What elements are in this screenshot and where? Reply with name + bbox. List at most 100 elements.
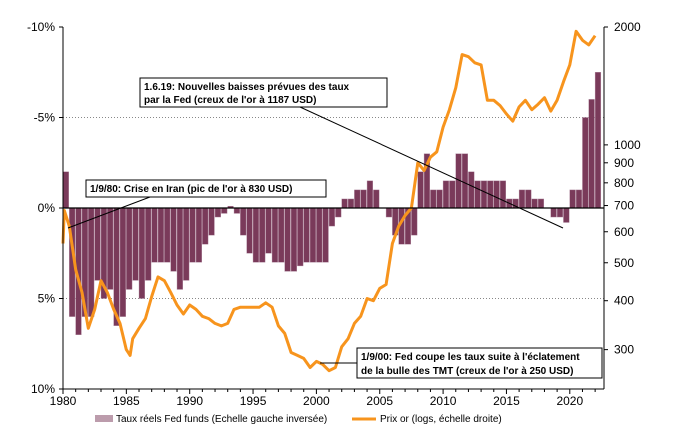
left-tick-label: 0% <box>38 201 56 215</box>
rate-bar <box>531 198 538 209</box>
rate-bar <box>322 207 329 263</box>
rate-bar <box>411 207 418 236</box>
rate-bar <box>430 189 437 209</box>
rate-bar <box>468 171 475 209</box>
rate-bar <box>518 189 526 209</box>
rate-bar <box>246 207 253 254</box>
rate-bar <box>88 207 95 317</box>
rate-bar <box>164 207 171 263</box>
annotation-1-line2: par la Fed (creux de l'or à 1187 USD) <box>144 95 316 106</box>
annotation-box-3 <box>356 347 603 379</box>
rate-bar <box>449 180 456 209</box>
x-tick-label: 2020 <box>556 394 583 408</box>
rate-bar <box>417 171 424 209</box>
rate-bar <box>563 207 570 223</box>
left-tick-label: 10% <box>31 382 55 396</box>
rate-bar <box>151 207 158 263</box>
x-tick-label: 1980 <box>50 394 77 408</box>
rate-bar <box>271 207 278 263</box>
x-tick-label: 1995 <box>240 394 267 408</box>
rate-bar <box>436 189 443 209</box>
x-tick-label: 2010 <box>430 394 457 408</box>
rate-bar <box>556 207 564 218</box>
rate-bar <box>582 117 589 209</box>
rate-bar <box>240 207 247 236</box>
rate-bar <box>474 180 481 209</box>
right-tick-label: 600 <box>614 225 634 239</box>
rate-bar <box>499 180 507 209</box>
annotation-leader-1 <box>299 106 564 229</box>
right-tick-label: 700 <box>614 199 634 213</box>
rate-bar <box>373 189 380 209</box>
rate-bar <box>594 72 602 209</box>
rate-bar <box>138 207 145 299</box>
rate-bar <box>316 207 323 263</box>
x-tick-label: 1985 <box>113 394 140 408</box>
rate-bar <box>480 180 488 209</box>
rate-bar <box>284 207 291 272</box>
right-tick-label: 1000 <box>614 138 641 152</box>
rate-bar <box>550 207 557 218</box>
rate-bar <box>588 99 595 209</box>
rate-bar <box>265 207 272 254</box>
legend-label-rates: Taux réels Fed funds (Echelle gauche inv… <box>116 414 327 425</box>
rate-bar <box>145 207 152 281</box>
rate-bar <box>309 207 316 263</box>
rate-bar <box>328 207 335 227</box>
annotation-2-line1: 1/9/80: Crise en Iran (pic de l'or à 830… <box>90 184 292 195</box>
rate-bar <box>132 207 139 281</box>
right-tick-label: 400 <box>614 294 634 308</box>
legend-swatch-rates <box>95 414 113 422</box>
rate-bar <box>189 207 196 263</box>
rate-bar <box>176 207 183 290</box>
rate-bar <box>347 198 354 209</box>
rate-bar <box>170 207 177 272</box>
left-tick-label: -5% <box>34 111 56 125</box>
x-tick-label: 2005 <box>366 394 393 408</box>
rate-bar <box>303 207 310 263</box>
annotation-leader-2 <box>67 196 151 229</box>
rate-bar <box>537 198 545 209</box>
right-tick-label: 300 <box>614 343 634 357</box>
rate-bar <box>341 198 348 209</box>
rate-bar <box>208 207 215 236</box>
rate-bar <box>461 153 468 209</box>
annotation-box-1 <box>139 77 388 108</box>
rate-bar <box>493 180 500 209</box>
rate-bar <box>442 180 449 209</box>
rate-bar <box>107 207 114 290</box>
rate-bar <box>126 207 133 290</box>
rate-bar <box>119 207 126 317</box>
right-tick-label: 500 <box>614 256 634 270</box>
annotation-3-line1: 1/9/00: Fed coupe les taux suite à l'écl… <box>361 352 580 363</box>
legend-label-gold: Prix or (logs, échelle droite) <box>380 414 502 425</box>
right-tick-label: 800 <box>614 176 634 190</box>
rate-bar <box>569 189 576 209</box>
left-tick-label: 5% <box>38 292 56 306</box>
rate-bar <box>195 207 202 263</box>
rate-bar <box>202 207 209 245</box>
rate-bar <box>575 189 583 209</box>
rate-bar <box>354 189 361 209</box>
rate-bar <box>259 207 266 263</box>
rate-bar <box>366 180 373 209</box>
rate-bar <box>221 207 228 214</box>
right-tick-label: 2000 <box>614 20 641 34</box>
rate-bar <box>525 189 532 209</box>
x-tick-label: 2015 <box>493 394 520 408</box>
rate-bar <box>157 207 164 263</box>
left-tick-label: -10% <box>27 20 55 34</box>
rate-bar <box>290 207 297 272</box>
x-tick-label: 1990 <box>176 394 203 408</box>
rate-bar <box>278 207 285 263</box>
rate-bar <box>62 171 69 209</box>
annotation-3-line2: de la bulle des TMT (creux de l'or à 250… <box>361 366 573 377</box>
rate-bar <box>335 207 342 218</box>
rate-bar <box>360 189 367 209</box>
rate-bar <box>252 207 259 263</box>
annotation-box-2 <box>85 179 327 198</box>
rate-bar <box>214 207 221 218</box>
right-tick-label: 900 <box>614 156 634 170</box>
